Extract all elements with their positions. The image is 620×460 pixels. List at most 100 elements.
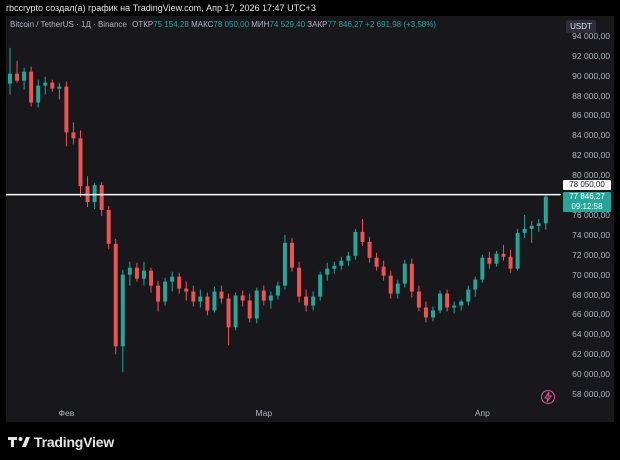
price-tick-label: 62 000,00 bbox=[572, 349, 610, 360]
price-tick-label: 80 000,00 bbox=[572, 170, 610, 181]
candlestick-chart[interactable] bbox=[6, 16, 561, 404]
candle-58 bbox=[416, 285, 421, 312]
candle-5 bbox=[43, 76, 48, 95]
candle-body bbox=[22, 71, 27, 81]
candle-15 bbox=[113, 238, 118, 355]
candle-48 bbox=[346, 251, 351, 266]
candle-body bbox=[240, 295, 245, 301]
last-price-label: 77 846,27 09:12:58 bbox=[563, 191, 611, 212]
candle-16 bbox=[120, 269, 125, 373]
candle-39 bbox=[282, 234, 287, 290]
candle-72 bbox=[515, 228, 520, 271]
candle-38 bbox=[275, 281, 280, 300]
candle-body bbox=[36, 85, 41, 103]
time-axis[interactable]: Фев Мар Апр bbox=[6, 404, 561, 422]
candle-body bbox=[452, 305, 457, 308]
change-value: +2 691,98 (+3,58%) bbox=[365, 20, 436, 29]
close-value: 77 846,27 bbox=[327, 20, 364, 29]
price-tick-label: 90 000,00 bbox=[572, 70, 610, 81]
candle-body bbox=[374, 257, 379, 267]
candle-body bbox=[106, 210, 111, 244]
price-axis[interactable]: 94 000,00 92 000,00 90 000,00 88 000,00 86 0… bbox=[561, 16, 614, 422]
candle-61 bbox=[438, 290, 443, 314]
price-pane[interactable]: Bitcoin / TetherUS · 1Д · Binance ОТКР75… bbox=[6, 16, 561, 422]
candle-30 bbox=[219, 285, 224, 304]
candle-46 bbox=[332, 261, 337, 274]
candle-0 bbox=[8, 47, 12, 95]
candle-body bbox=[522, 228, 527, 233]
candle-body bbox=[438, 293, 443, 311]
candle-60 bbox=[431, 306, 435, 322]
candle-body bbox=[57, 86, 62, 89]
candle-32 bbox=[233, 292, 238, 331]
candle-49 bbox=[353, 228, 358, 260]
candle-4 bbox=[36, 79, 41, 108]
candle-body bbox=[466, 289, 471, 302]
candle-body bbox=[268, 295, 273, 301]
candle-50 bbox=[360, 218, 365, 246]
candle-24 bbox=[177, 272, 182, 294]
candle-56 bbox=[402, 259, 407, 288]
candle-body bbox=[431, 310, 435, 318]
price-tick-label: 66 000,00 bbox=[572, 309, 610, 320]
candle-52 bbox=[374, 252, 379, 271]
price-tick-label: 64 000,00 bbox=[572, 329, 610, 340]
candle-29 bbox=[212, 286, 217, 313]
candle-body bbox=[184, 288, 189, 292]
candle-27 bbox=[198, 289, 203, 308]
candle-body bbox=[226, 298, 231, 328]
candle-40 bbox=[290, 237, 294, 272]
candle-body bbox=[494, 253, 499, 264]
candle-body bbox=[536, 223, 541, 226]
candle-71 bbox=[508, 249, 513, 273]
candle-body bbox=[480, 257, 485, 280]
candle-36 bbox=[261, 285, 266, 306]
candle-45 bbox=[325, 262, 330, 281]
candle-body bbox=[508, 256, 513, 269]
candle-12 bbox=[92, 183, 97, 210]
candle-2 bbox=[22, 67, 27, 90]
candle-body bbox=[395, 283, 400, 294]
candle-43 bbox=[311, 291, 316, 311]
candle-body bbox=[261, 290, 266, 301]
price-tick-label: 84 000,00 bbox=[572, 130, 610, 141]
candle-65 bbox=[466, 285, 471, 306]
candle-body bbox=[156, 285, 161, 302]
tradingview-logo[interactable]: TradingView bbox=[8, 434, 114, 450]
candle-body bbox=[29, 71, 34, 103]
candle-body bbox=[501, 253, 506, 257]
candle-body bbox=[177, 276, 182, 289]
candle-body bbox=[275, 285, 280, 296]
candle-body bbox=[353, 231, 358, 256]
time-tick-label: Апр bbox=[474, 408, 490, 418]
candle-body bbox=[388, 275, 393, 294]
price-tick-label: 60 000,00 bbox=[572, 369, 610, 380]
lightning-icon[interactable] bbox=[541, 390, 555, 404]
currency-button[interactable]: USDT bbox=[566, 20, 596, 33]
candle-67 bbox=[480, 254, 485, 283]
candle-68 bbox=[487, 251, 492, 269]
candle-body bbox=[339, 260, 344, 266]
candle-47 bbox=[339, 256, 344, 270]
time-tick-label: Мар bbox=[255, 408, 273, 418]
chart-area[interactable]: Bitcoin / TetherUS · 1Д · Binance ОТКР75… bbox=[6, 16, 614, 422]
close-label: ЗАКР bbox=[307, 20, 328, 29]
candle-body bbox=[71, 132, 76, 139]
candle-body bbox=[304, 296, 309, 306]
candle-7 bbox=[57, 82, 62, 100]
candle-21 bbox=[156, 280, 161, 312]
candle-body bbox=[247, 300, 252, 319]
candle-51 bbox=[367, 236, 372, 263]
candle-8 bbox=[64, 81, 69, 147]
candle-20 bbox=[149, 267, 153, 293]
candle-62 bbox=[445, 289, 450, 312]
low-value: 74 529,40 bbox=[269, 20, 306, 29]
candle-22 bbox=[163, 277, 168, 306]
candle-body bbox=[64, 86, 69, 133]
candle-body bbox=[325, 268, 330, 275]
candle-body bbox=[282, 242, 287, 286]
candle-body bbox=[43, 82, 48, 86]
candle-body bbox=[445, 293, 450, 308]
candle-body bbox=[487, 257, 492, 264]
